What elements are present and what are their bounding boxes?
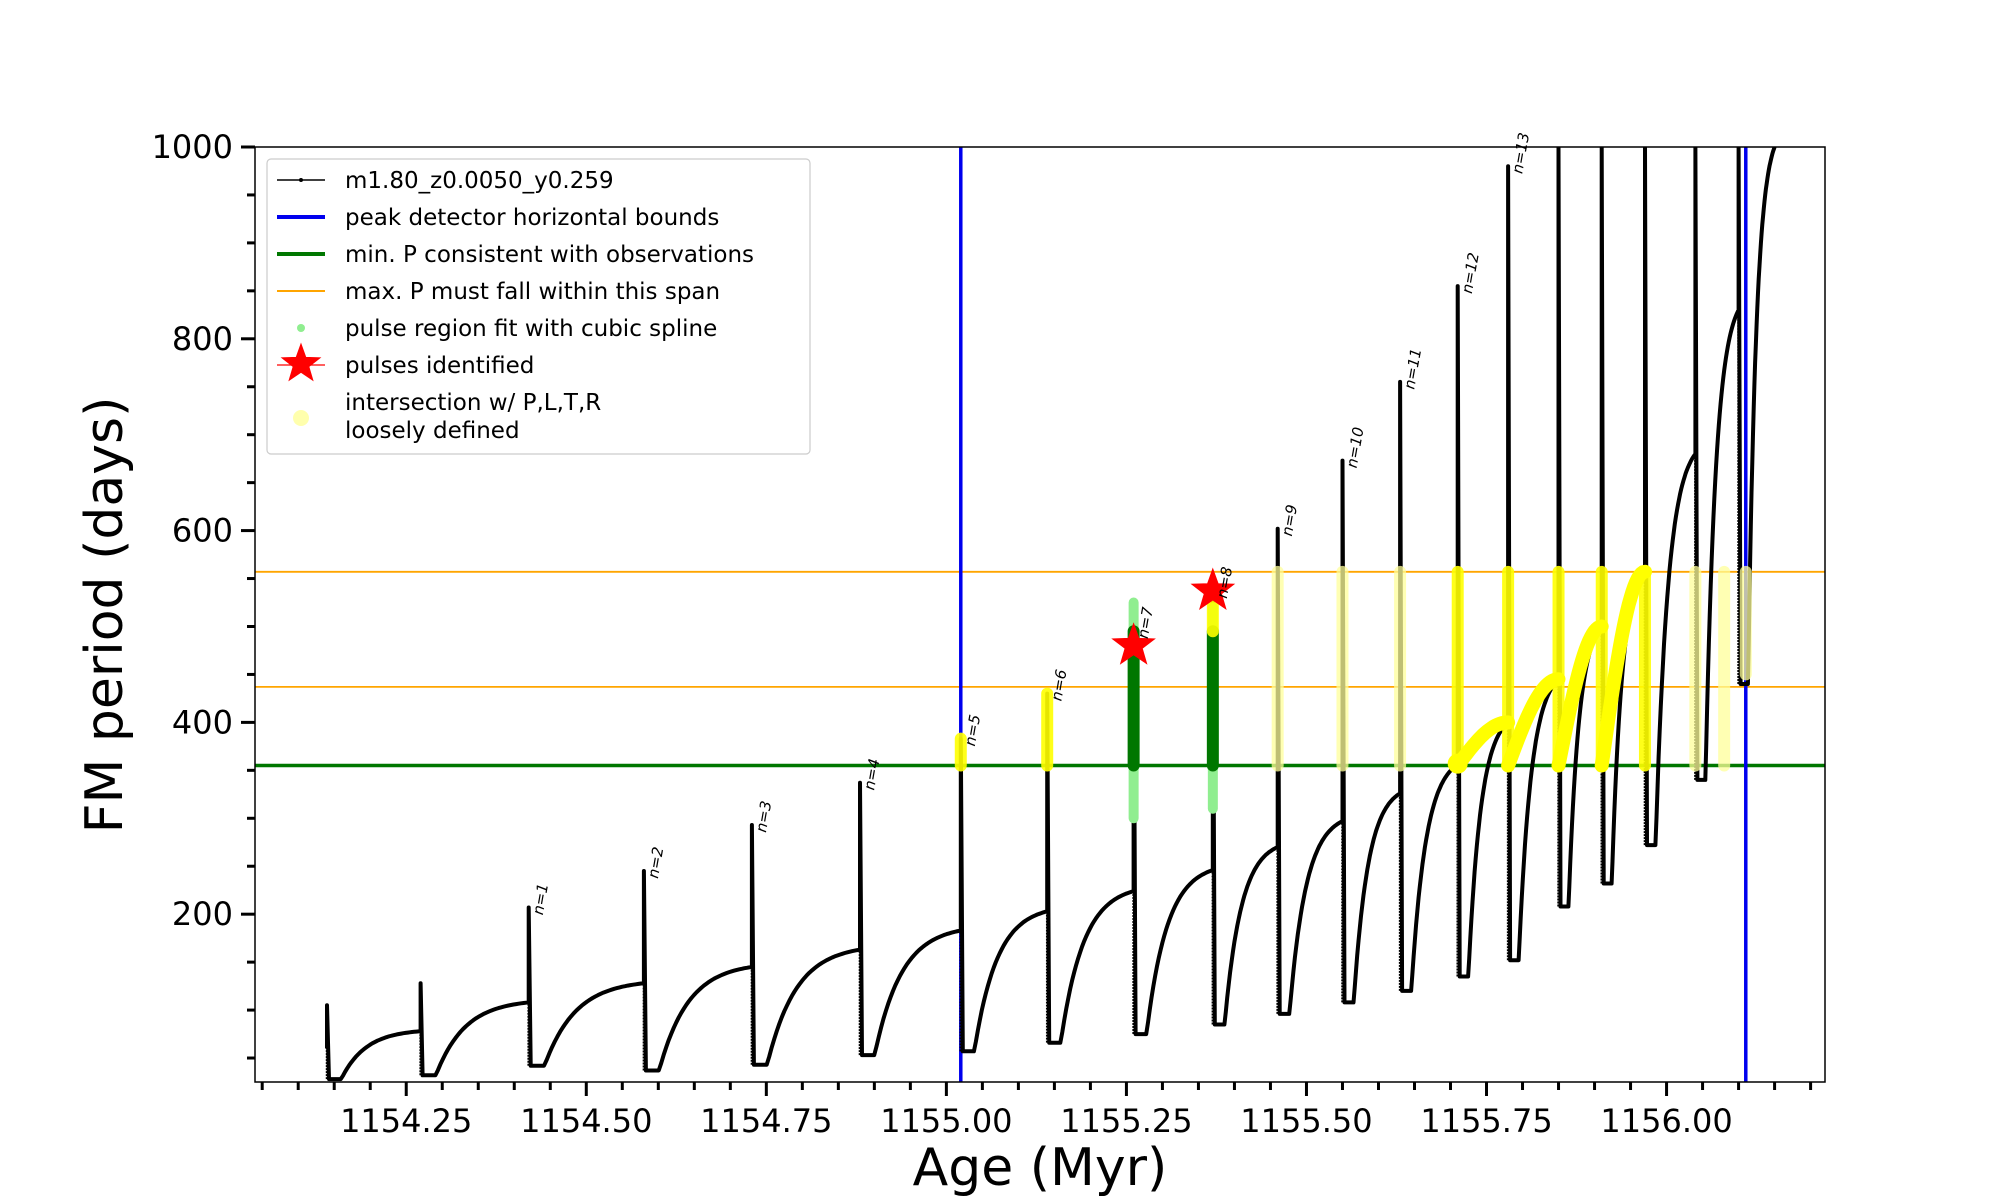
pulse-label-2: n=3: [752, 799, 775, 833]
legend-swatch-star: [280, 342, 322, 382]
pulse-identified-star-0: [1111, 622, 1156, 665]
legend: m1.80_z0.0050_y0.259 peak detector horiz…: [266, 158, 811, 455]
intersection-arc-0: [1450, 715, 1516, 773]
pulse-label-5: n=6: [1047, 668, 1070, 702]
x-tick-label-6: 1155.75: [1420, 1102, 1552, 1140]
legend-label-track: m1.80_z0.0050_y0.259: [345, 168, 614, 194]
intersection-arc-1: [1501, 672, 1566, 773]
pulse-label-0: n=1: [529, 882, 552, 916]
y-tick-label-3: 800: [172, 320, 233, 358]
plot-frame: [254, 146, 1826, 1083]
x-tick-label-0: 1154.25: [340, 1102, 472, 1140]
legend-label-yellow-1: intersection w/ P,L,T,R: [345, 390, 601, 416]
x-tick-label-4: 1155.25: [1060, 1102, 1192, 1140]
legend-label-lightgreen: pulse region fit with cubic spline: [345, 316, 717, 342]
legend-label-star: pulses identified: [345, 353, 534, 379]
x-tick-label-3: 1155.00: [880, 1102, 1012, 1140]
intersection-arc-3: [1594, 564, 1652, 773]
y-tick-label-2: 600: [172, 512, 233, 550]
x-axis-label: Age (Myr): [913, 1138, 1168, 1198]
legend-swatch-yellow: [293, 410, 309, 426]
pulse-label-3: n=4: [860, 757, 883, 791]
intersection-regions: [954, 564, 1752, 774]
y-axis-label: FM period (days): [75, 397, 135, 834]
legend-swatch-track-dot: [299, 178, 303, 182]
pulse-label-4: n=5: [961, 713, 984, 747]
pulse-label-8: n=9: [1278, 503, 1301, 537]
legend-label-yellow-2: loosely defined: [345, 418, 520, 444]
legend-label-blue: peak detector horizontal bounds: [345, 205, 719, 231]
x-tick-label-7: 1156.00: [1600, 1102, 1732, 1140]
intersection-dot: [1447, 753, 1468, 774]
legend-box: [266, 158, 811, 455]
y-tick-label-0: 200: [172, 895, 233, 933]
legend-label-orange: max. P must fall within this span: [345, 279, 720, 305]
pulse-label-6: n=7: [1134, 605, 1157, 640]
pulse-identified-star-1: [1190, 567, 1236, 611]
y-tick-label-4: 1000: [152, 128, 233, 166]
intersection-arc-2: [1551, 619, 1609, 773]
pulse-label-7: n=8: [1213, 565, 1236, 599]
pulse-label-1: n=2: [644, 845, 667, 879]
y-axis-ticks: 200 400 600 800 1000: [152, 128, 255, 1060]
pulses-identified: [1111, 567, 1236, 665]
x-tick-label-1: 1154.50: [520, 1102, 652, 1140]
legend-label-green: min. P consistent with observations: [345, 242, 754, 268]
x-tick-label-5: 1155.50: [1240, 1102, 1372, 1140]
legend-swatch-lightgreen: [297, 324, 305, 332]
y-tick-label-1: 400: [172, 703, 233, 741]
x-axis-ticks: 1154.25 1154.50 1154.75 1155.00 1155.25 1155.…: [260, 1082, 1813, 1140]
x-tick-label-2: 1154.75: [700, 1102, 832, 1140]
